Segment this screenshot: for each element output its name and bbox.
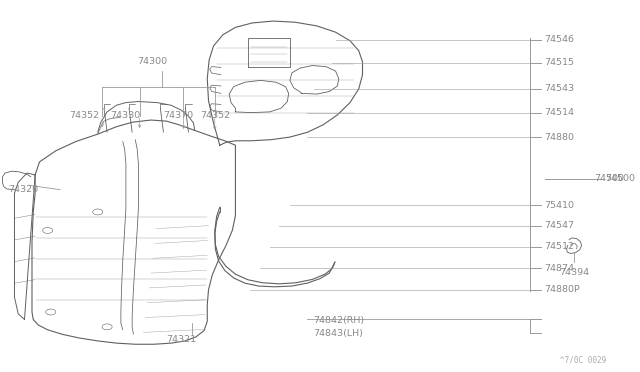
Text: 74321: 74321 xyxy=(166,335,196,344)
Text: 74843(LH): 74843(LH) xyxy=(314,328,364,338)
Text: 74880P: 74880P xyxy=(544,285,580,294)
Text: 74515: 74515 xyxy=(544,58,574,67)
Text: 74330: 74330 xyxy=(110,111,141,120)
Text: 74514: 74514 xyxy=(544,109,574,118)
Text: 74320: 74320 xyxy=(8,185,38,194)
Text: 74352: 74352 xyxy=(200,111,230,120)
Text: 74500: 74500 xyxy=(605,174,635,183)
Text: 74500: 74500 xyxy=(594,174,624,183)
Text: 74874: 74874 xyxy=(544,264,574,273)
Text: 74300: 74300 xyxy=(137,57,167,65)
Text: 74370: 74370 xyxy=(163,111,193,120)
Text: 74546: 74546 xyxy=(544,35,574,44)
Text: ^7/0C 0029: ^7/0C 0029 xyxy=(561,356,607,365)
Text: 74547: 74547 xyxy=(544,221,574,230)
Text: 74352: 74352 xyxy=(70,111,100,120)
Text: 74842(RH): 74842(RH) xyxy=(314,316,365,325)
Text: 74394: 74394 xyxy=(559,268,589,277)
Text: 74880: 74880 xyxy=(544,132,574,142)
Text: 75410: 75410 xyxy=(544,201,574,210)
Text: 74512: 74512 xyxy=(544,242,574,251)
Text: 74543: 74543 xyxy=(544,84,574,93)
